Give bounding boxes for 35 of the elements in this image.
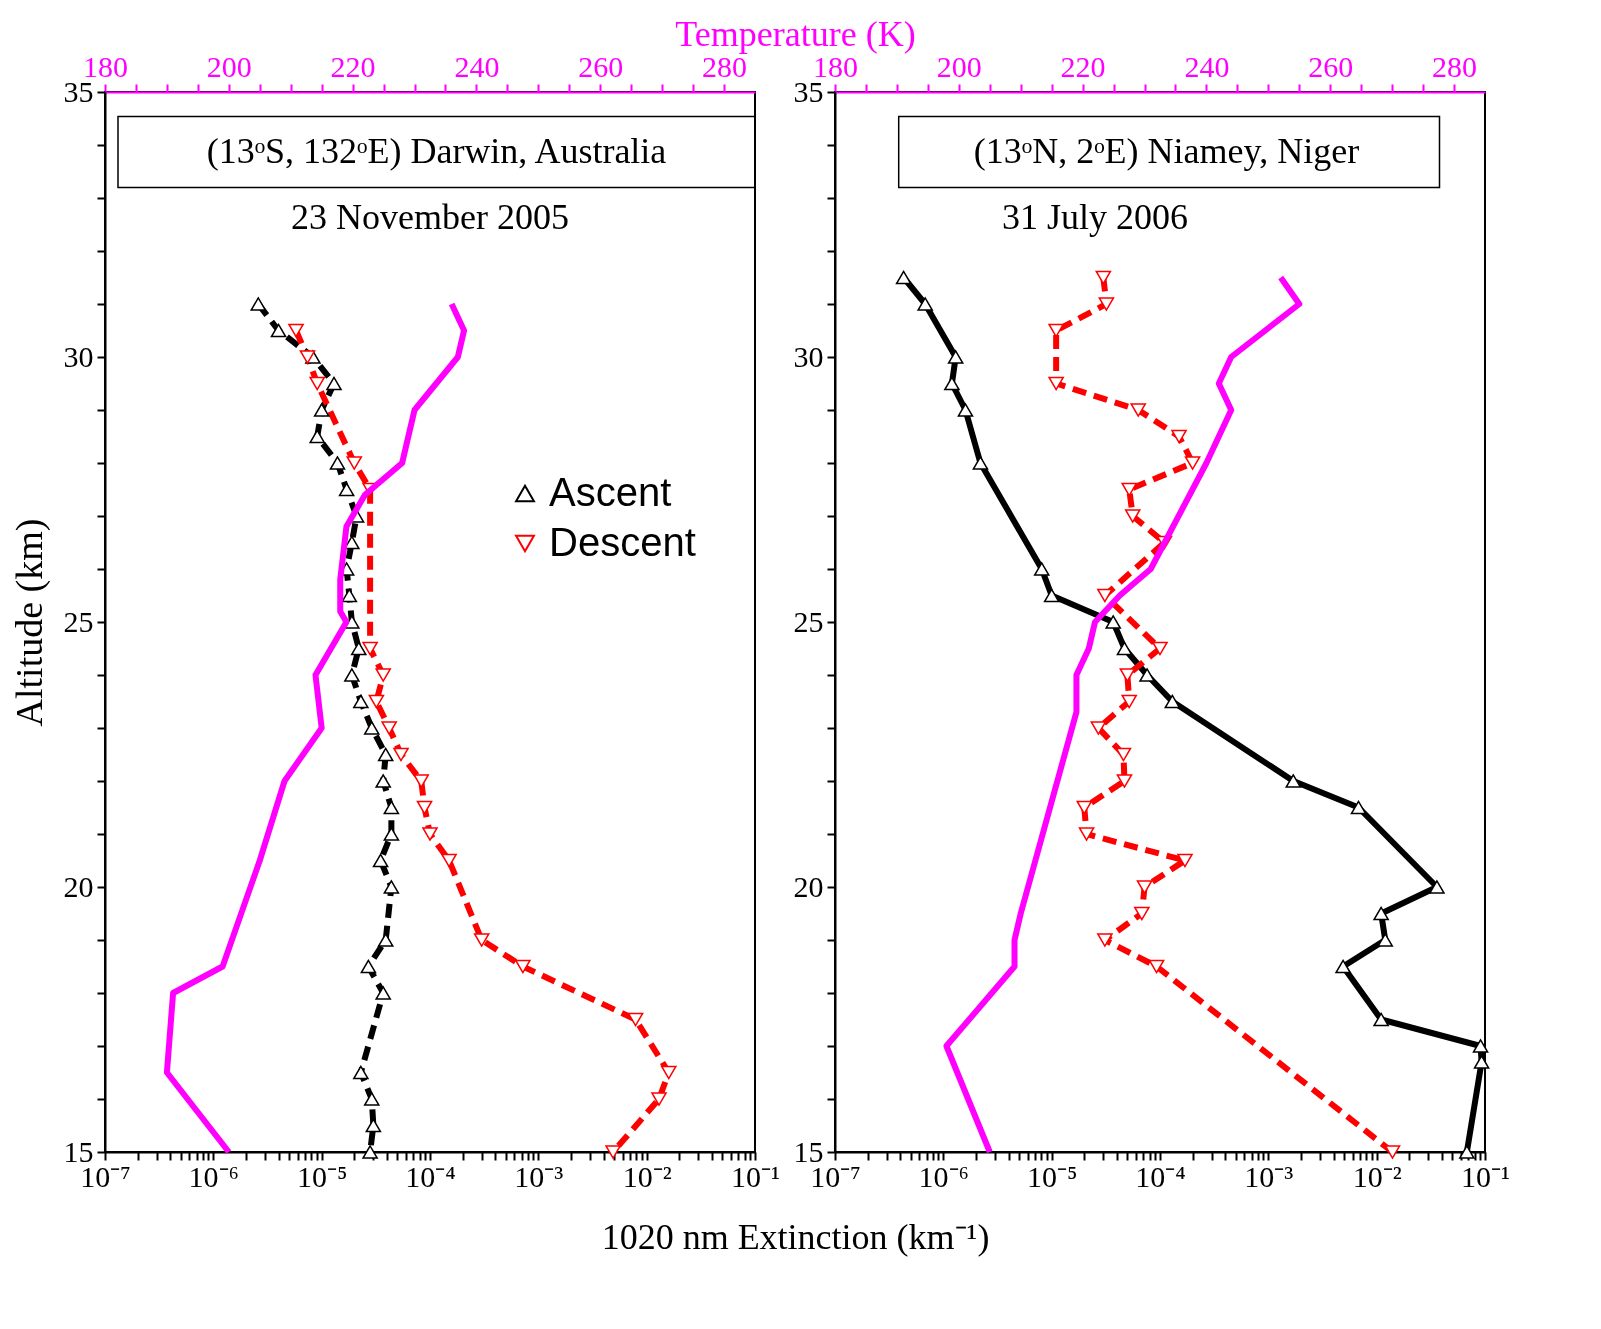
x2-tick-label: 280 <box>1432 49 1478 83</box>
x-tick-label: 10⁻³ <box>514 1159 564 1193</box>
y-tick-label: 30 <box>63 339 94 373</box>
annotation: 23 November 2005 <box>291 197 569 238</box>
y-axis-title: Altitude (km) <box>7 518 51 727</box>
x2-tick-label: 220 <box>330 49 376 83</box>
x-tick-label: 10⁻⁶ <box>918 1159 970 1193</box>
y-tick-label: 30 <box>793 339 824 373</box>
x-tick-label: 10⁻⁵ <box>296 1159 348 1193</box>
annotation: (13ᵒN, 2ᵒE) Niamey, Niger <box>973 131 1360 172</box>
x2-tick-label: 200 <box>206 49 252 83</box>
x-tick-label: 10⁻³ <box>1244 1159 1294 1193</box>
y-tick-label: 25 <box>63 604 94 638</box>
annotation: (13ᵒS, 132ᵒE) Darwin, Australia <box>206 131 667 172</box>
x-tick-label: 10⁻⁴ <box>1135 1159 1186 1193</box>
x-axis-title: 1020 nm Extinction (km⁻¹) <box>601 1216 990 1257</box>
x-tick-label: 10⁻¹ <box>1461 1159 1510 1193</box>
x2-tick-label: 240 <box>1184 49 1230 83</box>
x2-tick-label: 260 <box>578 49 624 83</box>
y-tick-label: 20 <box>63 869 94 903</box>
x2-tick-label: 260 <box>1308 49 1354 83</box>
x2-tick-label: 240 <box>454 49 500 83</box>
x-tick-label: 10⁻² <box>622 1159 672 1193</box>
x2-tick-label: 200 <box>936 49 982 83</box>
annotation: 31 July 2006 <box>1001 197 1189 238</box>
x-tick-label: 10⁻⁵ <box>1026 1159 1078 1193</box>
x-tick-label: 10⁻⁶ <box>188 1159 240 1193</box>
x-tick-label: 10⁻² <box>1352 1159 1402 1193</box>
x-tick-label: 10⁻¹ <box>731 1159 780 1193</box>
y-tick-label: 20 <box>793 869 824 903</box>
x-tick-label: 10⁻⁴ <box>405 1159 456 1193</box>
legend-label: Ascent <box>549 469 672 514</box>
y-tick-label: 25 <box>793 604 824 638</box>
legend-label: Descent <box>549 519 696 564</box>
x2-tick-label: 220 <box>1060 49 1106 83</box>
